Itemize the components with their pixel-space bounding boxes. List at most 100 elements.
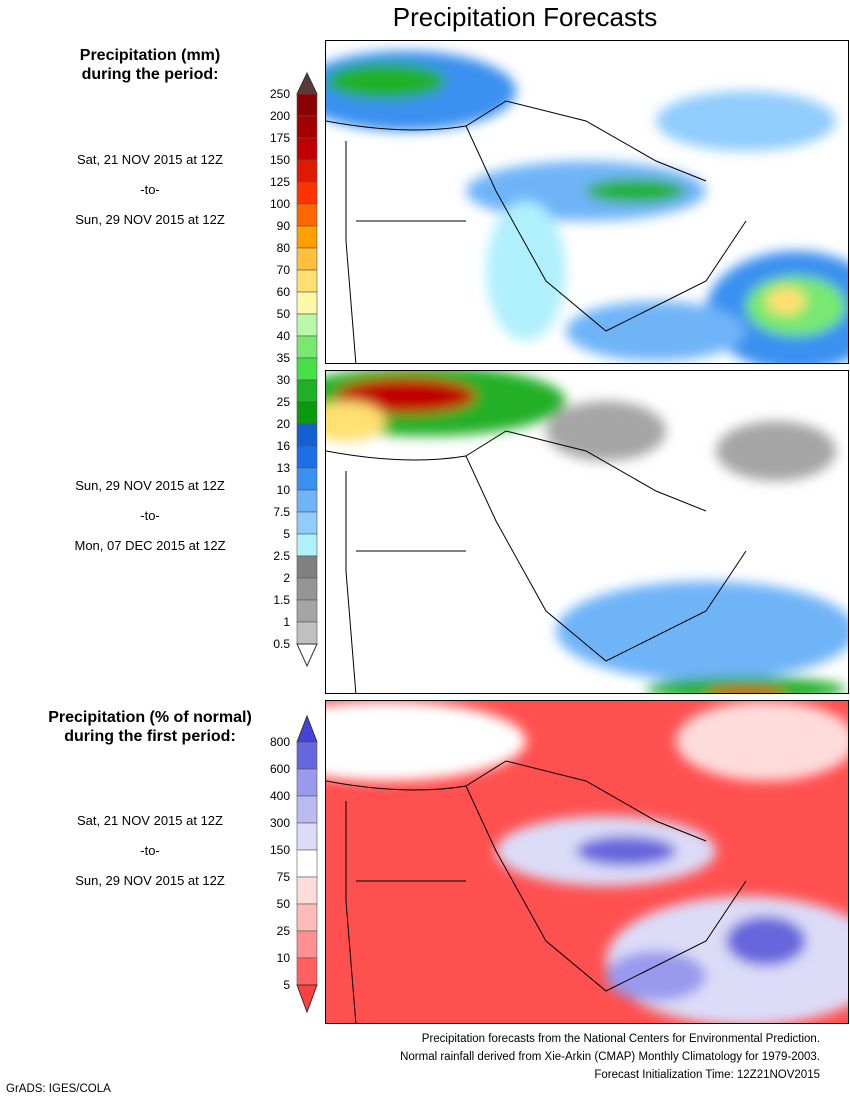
colorbar-label: 60 [276, 285, 290, 299]
precip-map-1 [326, 51, 848, 363]
precip-map-2 [326, 371, 848, 693]
colorbar-swatch [296, 795, 318, 824]
colorbar-label: 35 [276, 351, 290, 365]
colorbar-label: 150 [269, 843, 290, 857]
colorbar-swatch [296, 849, 318, 878]
colorbar-label: 250 [269, 87, 290, 101]
colorbar-label: 1.5 [273, 593, 290, 607]
colorbar-swatch [296, 876, 318, 905]
heading-line: Precipitation (mm) [79, 47, 221, 64]
colorbar-swatch [296, 181, 318, 205]
colorbar-label: 10 [276, 483, 290, 497]
pct-normal-map [326, 701, 848, 1023]
period1-sep: -to- [140, 182, 160, 197]
colorbar-label: 0.5 [273, 637, 290, 651]
colorbar-swatch [296, 159, 318, 183]
colorbar-swatch [296, 401, 318, 425]
colorbar-label: 25 [276, 395, 290, 409]
colorbar-swatch [296, 741, 318, 770]
colorbar-swatch [296, 903, 318, 932]
colorbar-label: 150 [269, 153, 290, 167]
colorbar-bottom-arrow [296, 643, 318, 668]
colorbar-label: 400 [269, 789, 290, 803]
colorbar-label: 200 [269, 109, 290, 123]
colorbar-swatch [296, 621, 318, 645]
credit-line: Precipitation forecasts from the Nationa… [421, 1033, 820, 1045]
map-panel-pct-normal [325, 700, 849, 1024]
colorbar-label: 100 [269, 197, 290, 211]
colorbar-label: 20 [276, 417, 290, 431]
colorbar-swatch [296, 291, 318, 315]
colorbar-label: 16 [276, 439, 290, 453]
colorbar-label: 80 [276, 241, 290, 255]
colorbar-svg [296, 72, 318, 668]
colorbar-label: 50 [276, 307, 290, 321]
colorbar-swatch [296, 768, 318, 797]
precip-legend-heading: Precipitation (mm) during the period: [20, 46, 280, 84]
colorbar-swatch [296, 467, 318, 491]
colorbar-swatch [296, 957, 318, 986]
colorbar-label: 75 [276, 870, 290, 884]
period1-end: Sun, 29 NOV 2015 at 12Z [75, 212, 225, 227]
colorbar-swatch [296, 533, 318, 557]
period2-start: Sun, 29 NOV 2015 at 12Z [75, 478, 225, 493]
colorbar-label: 300 [269, 816, 290, 830]
colorbar-label: 90 [276, 219, 290, 233]
colorbar-label: 1 [283, 615, 290, 629]
grads-footer: GrADS: IGES/COLA [6, 1083, 111, 1095]
period2-sep: -to- [140, 508, 160, 523]
colorbar-swatch [296, 577, 318, 601]
colorbar-swatch [296, 247, 318, 271]
period3-sep: -to- [140, 843, 160, 858]
colorbar-swatch [296, 313, 318, 337]
map-panel-period1 [325, 40, 849, 364]
colorbar-swatch [296, 511, 318, 535]
colorbar-swatch [296, 445, 318, 469]
colorbar-swatch [296, 599, 318, 623]
colorbar-label: 2 [283, 571, 290, 585]
colorbar-svg [296, 715, 318, 1014]
colorbar-bottom-arrow [296, 984, 318, 1014]
colorbar-label: 5 [283, 527, 290, 541]
colorbar-label: 70 [276, 263, 290, 277]
colorbar-label: 125 [269, 175, 290, 189]
heading-line: during the period: [81, 66, 219, 83]
colorbar-label: 25 [276, 924, 290, 938]
colorbar-swatch [296, 423, 318, 447]
colorbar-swatch [296, 203, 318, 227]
colorbar-swatch [296, 822, 318, 851]
map-panel-period2 [325, 370, 849, 694]
colorbar-swatch [296, 225, 318, 249]
colorbar-swatch [296, 269, 318, 293]
colorbar-swatch [296, 357, 318, 381]
period3-end: Sun, 29 NOV 2015 at 12Z [75, 873, 225, 888]
credit-line: Normal rainfall derived from Xie-Arkin (… [400, 1051, 820, 1063]
colorbar-swatch [296, 137, 318, 161]
colorbar-top-arrow [296, 72, 318, 95]
colorbar-label: 10 [276, 951, 290, 965]
colorbar-top-arrow [296, 715, 318, 743]
colorbar-label: 13 [276, 461, 290, 475]
colorbar-label: 2.5 [273, 549, 290, 563]
colorbar-label: 7.5 [273, 505, 290, 519]
colorbar-label: 5 [283, 978, 290, 992]
period1-start: Sat, 21 NOV 2015 at 12Z [77, 152, 223, 167]
colorbar-swatch [296, 335, 318, 359]
colorbar-label: 800 [269, 735, 290, 749]
colorbar-swatch [296, 489, 318, 513]
colorbar-swatch [296, 555, 318, 579]
colorbar-swatch [296, 115, 318, 139]
pct-legend-heading: Precipitation (% of normal) during the f… [20, 708, 280, 746]
colorbar-label: 30 [276, 373, 290, 387]
colorbar-swatch [296, 93, 318, 117]
page-title: Precipitation Forecasts [392, 2, 658, 32]
period3-start: Sat, 21 NOV 2015 at 12Z [77, 813, 223, 828]
colorbar-label: 600 [269, 762, 290, 776]
colorbar-swatch [296, 379, 318, 403]
heading-line: during the first period: [64, 728, 236, 745]
colorbar-label: 50 [276, 897, 290, 911]
heading-line: Precipitation (% of normal) [48, 709, 252, 726]
credit-line: Forecast Initialization Time: 12Z21NOV20… [594, 1069, 820, 1081]
colorbar-label: 175 [269, 131, 290, 145]
